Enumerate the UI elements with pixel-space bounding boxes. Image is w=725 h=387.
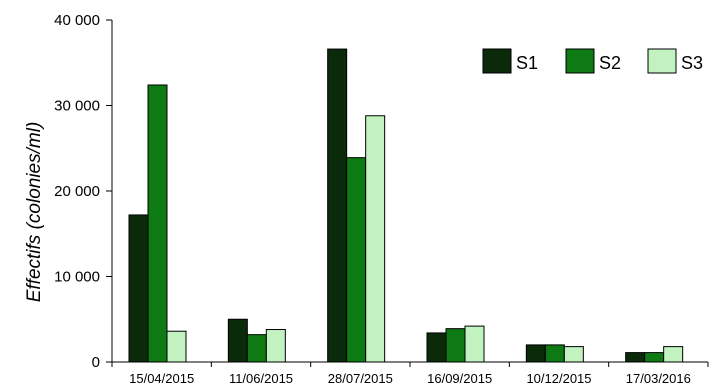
bar-s2-6: [644, 352, 665, 363]
bar-s2-3: [346, 157, 367, 363]
bar-s2-2: [246, 334, 267, 363]
y-tick-label: 40 000: [54, 12, 100, 29]
y-tick-label: 20 000: [54, 183, 100, 200]
bar-s2-4: [445, 328, 466, 363]
x-tick-label: 11/06/2015: [229, 371, 293, 386]
legend-label-s3: S3: [681, 53, 703, 73]
legend-label-s2: S2: [599, 53, 621, 73]
bar-s3-6: [663, 346, 684, 363]
legend-swatch-s1: [482, 48, 512, 74]
bar-s1-6: [625, 352, 646, 363]
legend-label-s1: S1: [516, 53, 538, 73]
bars-group: [128, 48, 684, 363]
bar-s2-1: [147, 84, 168, 363]
bar-s2-5: [544, 344, 565, 363]
bar-s1-1: [128, 214, 149, 363]
x-tick-label: 16/09/2015: [427, 371, 492, 386]
x-tick-label: 10/12/2015: [526, 371, 591, 386]
bar-s1-2: [227, 318, 248, 363]
bar-s3-4: [464, 325, 485, 363]
bar-s3-5: [563, 346, 584, 363]
axes-group: 0 10 000 20 000 30 000 40 000 15/04/2015 11/06…: [54, 12, 709, 386]
bar-s1-5: [525, 344, 546, 363]
legend-swatch-s2: [565, 48, 595, 74]
y-tick-label: 0: [92, 354, 100, 371]
bar-s3-3: [365, 115, 386, 363]
bar-s3-1: [166, 330, 187, 363]
y-tick-label: 10 000: [54, 269, 100, 286]
legend-swatch-s3: [647, 48, 677, 74]
legend: S1 S2 S3: [482, 48, 703, 74]
y-axis-label: Effectifs (colonies/ml): [24, 122, 45, 303]
x-tick-label: 28/07/2015: [328, 371, 393, 386]
x-tick-label: 15/04/2015: [129, 371, 194, 386]
bar-s1-3: [327, 48, 348, 363]
y-tick-label: 30 000: [54, 98, 100, 115]
bar-s3-2: [265, 329, 286, 363]
x-tick-label: 17/03/2016: [626, 371, 691, 386]
bar-s1-4: [426, 332, 447, 363]
